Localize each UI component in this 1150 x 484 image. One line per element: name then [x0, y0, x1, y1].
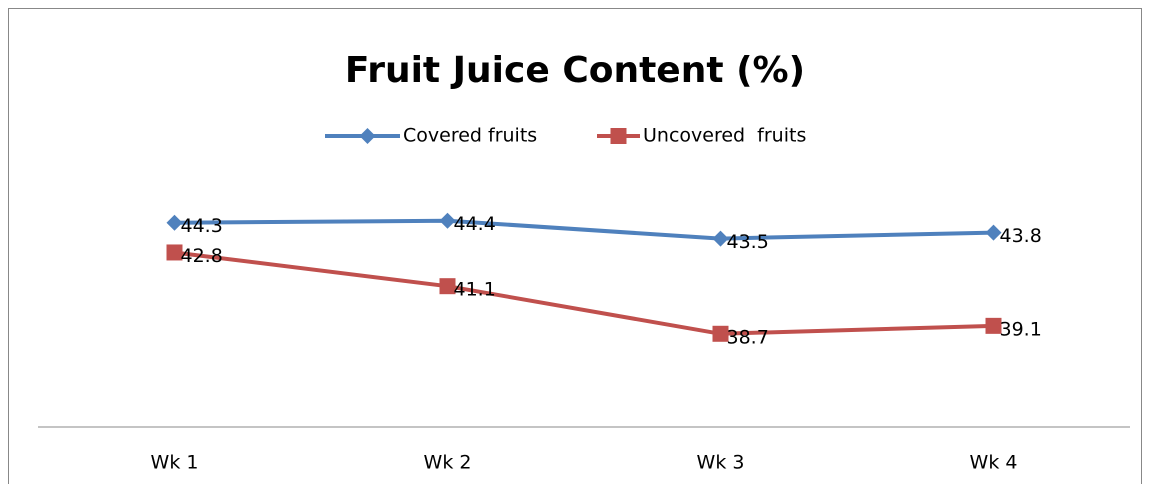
marker — [439, 278, 456, 295]
legend-label: Uncovered fruits — [643, 125, 806, 147]
x-tick-label: Wk 4 — [970, 452, 1018, 474]
legend-marker — [359, 128, 376, 144]
data-label: 44.3 — [181, 215, 223, 237]
data-label: 42.8 — [181, 245, 223, 267]
marker — [985, 224, 1002, 241]
marker — [985, 317, 1002, 334]
marker — [712, 325, 729, 342]
data-label: 38.7 — [727, 326, 769, 348]
data-label: 41.1 — [454, 279, 496, 301]
series-line — [174, 218, 994, 241]
x-tick-label: Wk 3 — [697, 452, 745, 474]
marker — [439, 212, 456, 229]
x-tick-label: Wk 1 — [151, 452, 199, 474]
data-label: 43.5 — [727, 231, 769, 253]
marker — [166, 214, 183, 231]
data-label: 43.8 — [1000, 225, 1042, 247]
marker — [166, 244, 183, 261]
data-label: 39.1 — [1000, 318, 1042, 340]
chart-frame — [8, 8, 1142, 484]
marker — [712, 230, 729, 247]
x-tick-label: Wk 2 — [424, 452, 472, 474]
legend-label: Covered fruits — [403, 125, 537, 147]
legend-marker — [610, 128, 627, 144]
chart-title: Fruit Juice Content (%) — [345, 50, 805, 91]
data-label: 44.4 — [454, 213, 496, 235]
series-line — [174, 250, 994, 336]
